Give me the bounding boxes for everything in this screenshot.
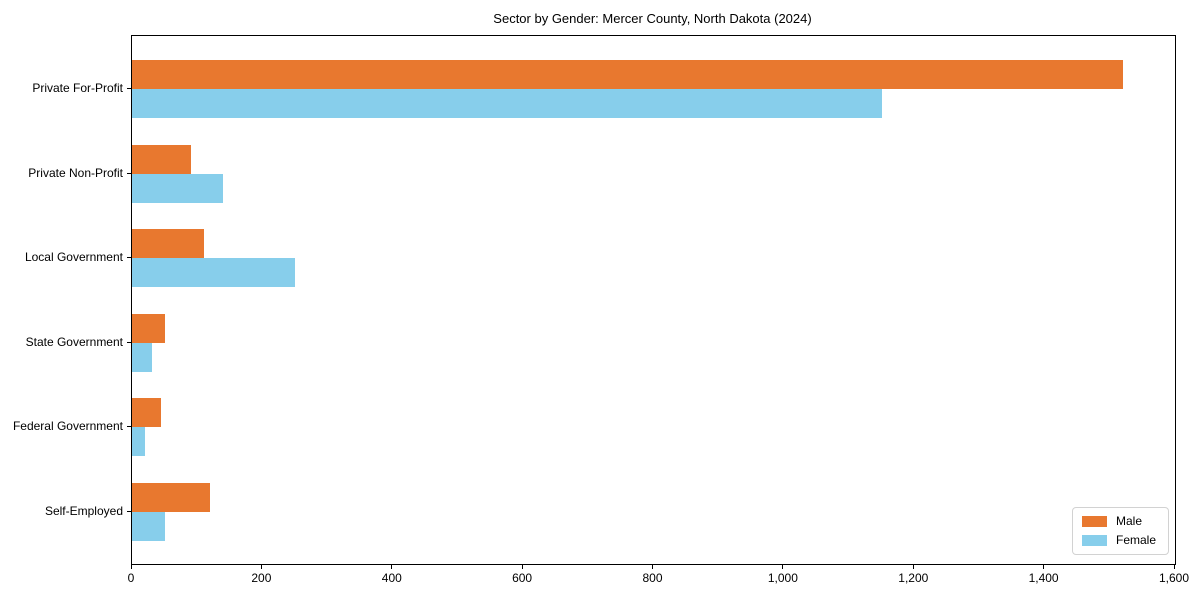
y-tick-mark-private-for-profit [127,88,131,89]
legend: Male Female [1071,507,1169,555]
x-tick-mark-0 [130,565,132,569]
x-axis-label-400: 400 [381,571,402,585]
x-tick-mark-1000 [782,565,784,569]
x-axis-label-200: 200 [251,571,272,585]
legend-label-female: Female [1115,533,1156,547]
bar-female-private-for-profit [132,89,882,118]
x-tick-mark-400 [391,565,393,569]
x-axis-label-1200: 1,200 [898,571,929,585]
x-tick-mark-600 [521,565,523,569]
bar-male-private-for-profit [132,60,1123,89]
bar-male-federal-government [132,398,162,427]
y-axis-label-private-for-profit: Private For-Profit [32,81,123,95]
x-tick-mark-1600 [1173,565,1175,569]
x-axis-label-1600: 1,600 [1158,571,1190,585]
legend-label-male: Male [1115,514,1142,528]
legend-swatch-female [1081,535,1107,546]
x-axis-label-1400: 1,400 [1028,571,1059,585]
bar-male-self-employed [132,482,211,512]
y-axis-label-state-government: State Government [25,334,123,349]
bar-female-local-government [132,258,295,287]
bar-female-self-employed [132,511,165,541]
y-axis-label-federal-government: Federal Government [12,419,123,433]
y-tick-mark-local-government [127,257,131,258]
y-tick-mark-private-non-profit [127,172,131,174]
y-tick-mark-state-government [127,341,131,343]
x-tick-mark-1200 [912,565,914,569]
bar-female-private-non-profit [132,173,224,203]
legend-item-male: Male [1081,514,1156,528]
legend-item-female: Female [1081,533,1156,547]
x-axis-label-0: 0 [127,571,135,585]
y-axis-label-local-government: Local Government [24,250,123,264]
plot-area: Male Female [131,35,1176,565]
x-axis-label-1000: 1,000 [767,571,798,585]
y-tick-mark-federal-government [127,426,131,427]
legend-swatch-male [1081,516,1107,527]
x-tick-mark-800 [652,565,653,569]
y-tick-mark-self-employed [127,510,131,512]
bar-male-state-government [132,313,165,343]
bar-female-federal-government [132,427,145,456]
x-axis-label-800: 800 [642,571,663,585]
bar-male-local-government [132,229,204,258]
x-tick-mark-200 [260,565,262,569]
y-axis-label-self-employed: Self-Employed [44,503,123,518]
chart-title: Sector by Gender: Mercer County, North D… [493,11,812,26]
y-axis-label-private-non-profit: Private Non-Profit [28,165,123,180]
bar-female-state-government [132,342,152,372]
bar-male-private-non-profit [132,144,191,174]
x-tick-mark-1400 [1043,565,1045,569]
x-axis-label-600: 600 [512,571,533,585]
